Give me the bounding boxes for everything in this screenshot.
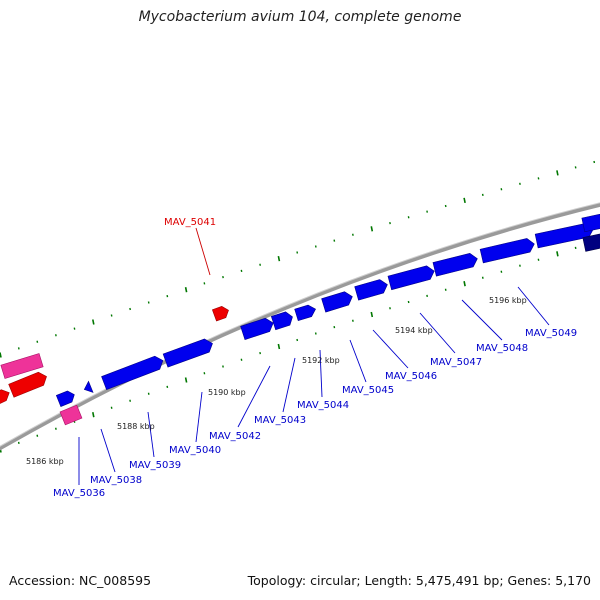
- gene-label[interactable]: MAV_5036: [53, 488, 105, 499]
- label-leader-line: [195, 391, 203, 443]
- outer-tick-track: [0, 160, 596, 358]
- gene-label[interactable]: MAV_5043: [254, 415, 306, 426]
- major-tick: [277, 255, 281, 262]
- label-leader-line: [319, 349, 323, 398]
- gene-arrow-forward[interactable]: [101, 354, 166, 391]
- gene-label-reverse[interactable]: MAV_5041: [164, 217, 216, 228]
- gene-arrow-forward[interactable]: [162, 337, 215, 368]
- gene-arrow-forward[interactable]: [479, 237, 536, 264]
- gene-label[interactable]: MAV_5049: [525, 328, 577, 339]
- gene-label[interactable]: MAV_5040: [169, 445, 221, 456]
- gene-label[interactable]: MAV_5048: [476, 343, 528, 354]
- major-tick: [556, 170, 559, 176]
- gene-arrow-forward[interactable]: [582, 232, 600, 252]
- scale-label: 5190 kbp: [208, 388, 246, 397]
- major-tick: [463, 281, 466, 287]
- inner-tick-track: [0, 240, 596, 453]
- gene-label[interactable]: MAV_5044: [297, 400, 349, 411]
- gene-arrow-reverse[interactable]: [59, 404, 83, 426]
- gene-arrow-forward[interactable]: [82, 380, 94, 395]
- genome-backbone: [0, 202, 600, 451]
- scale-label: 5188 kbp: [117, 422, 155, 431]
- genome-title: Mycobacterium avium 104, complete genome: [138, 9, 462, 25]
- gene-label[interactable]: MAV_5047: [430, 357, 482, 368]
- gene-arrow-reverse[interactable]: [8, 370, 49, 398]
- gene-label[interactable]: MAV_5038: [90, 475, 142, 486]
- label-leader-line: [419, 312, 456, 354]
- genome-backbone-highlight: [0, 202, 600, 447]
- label-leader-line: [195, 227, 211, 276]
- gene-arrow-forward[interactable]: [387, 264, 436, 291]
- gene-arrow-reverse[interactable]: [0, 387, 12, 407]
- label-leader-line: [461, 299, 503, 341]
- major-tick: [463, 197, 466, 204]
- major-tick: [277, 343, 281, 350]
- major-tick: [370, 311, 374, 318]
- label-leader-line: [349, 339, 367, 383]
- major-tick: [184, 377, 188, 383]
- gene-arrow-forward[interactable]: [55, 389, 76, 407]
- gene-arrow-forward[interactable]: [432, 252, 479, 277]
- major-tick: [370, 226, 374, 232]
- major-tick: [184, 287, 188, 293]
- gene-arrow-forward[interactable]: [270, 310, 294, 331]
- scale-label: 5194 kbp: [395, 326, 433, 335]
- major-tick: [556, 251, 559, 257]
- gene-arrow-forward[interactable]: [534, 222, 595, 249]
- gene-label[interactable]: MAV_5042: [209, 431, 261, 442]
- genome-summary: Topology: circular; Length: 5,475,491 bp…: [247, 573, 591, 588]
- gene-label[interactable]: MAV_5039: [129, 460, 181, 471]
- label-leader-line: [237, 365, 271, 428]
- label-leader-line: [372, 329, 409, 369]
- gene-arrow-forward[interactable]: [294, 303, 318, 322]
- gene-arrow-reverse[interactable]: [211, 305, 230, 322]
- label-leader-line: [147, 411, 155, 458]
- major-tick: [92, 412, 95, 418]
- scale-label: 5192 kbp: [302, 356, 340, 365]
- accession-label: Accession: NC_008595: [9, 573, 152, 588]
- gene-arrow-forward[interactable]: [321, 290, 355, 313]
- label-leader-line: [282, 357, 296, 413]
- label-leader-line: [517, 286, 550, 326]
- gene-arrow-reverse[interactable]: [0, 353, 44, 379]
- major-tick: [0, 352, 2, 358]
- gene-label[interactable]: MAV_5046: [385, 371, 437, 382]
- gene-arrow-forward[interactable]: [581, 212, 600, 233]
- gene-label[interactable]: MAV_5045: [342, 385, 394, 396]
- scale-label: 5196 kbp: [489, 296, 527, 305]
- scale-label: 5186 kbp: [26, 457, 64, 466]
- label-leader-line: [100, 428, 116, 473]
- gene-arrow-forward[interactable]: [240, 316, 276, 340]
- gene-arrow-forward[interactable]: [354, 278, 390, 301]
- major-tick: [92, 319, 95, 325]
